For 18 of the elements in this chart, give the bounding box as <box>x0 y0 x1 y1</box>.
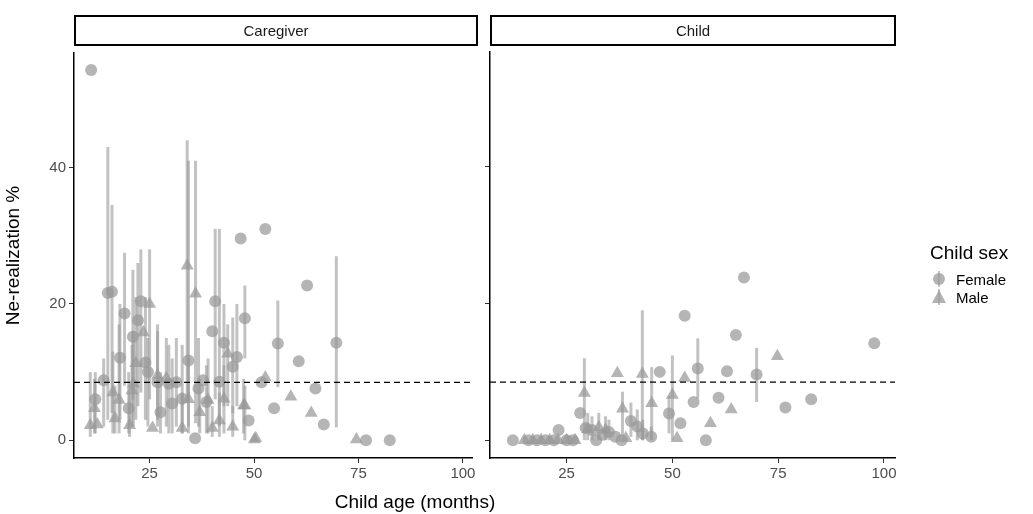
x-tick-label: 75 <box>350 464 367 482</box>
x-tick-label: 50 <box>245 464 263 482</box>
y-tick-label: 20 <box>49 294 66 312</box>
x-tick-label: 75 <box>769 464 787 482</box>
y-tick-label: 40 <box>49 157 66 175</box>
x-tick-label: 100 <box>871 464 897 482</box>
chart-title: Caregiver <box>74 15 478 46</box>
x-tick-label: 100 <box>450 464 476 482</box>
x-tick-label: 25 <box>141 464 158 482</box>
legend-label: Male <box>956 288 989 306</box>
legend-label: Female <box>956 270 1007 288</box>
x-tick-label: 25 <box>558 464 575 482</box>
legend-title: Child sex <box>930 242 1009 264</box>
y-tick-label: 0 <box>57 430 66 448</box>
x-tick-label: 50 <box>664 464 681 482</box>
y-axis-title: Ne-realization % <box>1 185 23 326</box>
x-axis-title: Child age (months) <box>333 491 497 513</box>
chart-title: Child <box>490 15 896 46</box>
